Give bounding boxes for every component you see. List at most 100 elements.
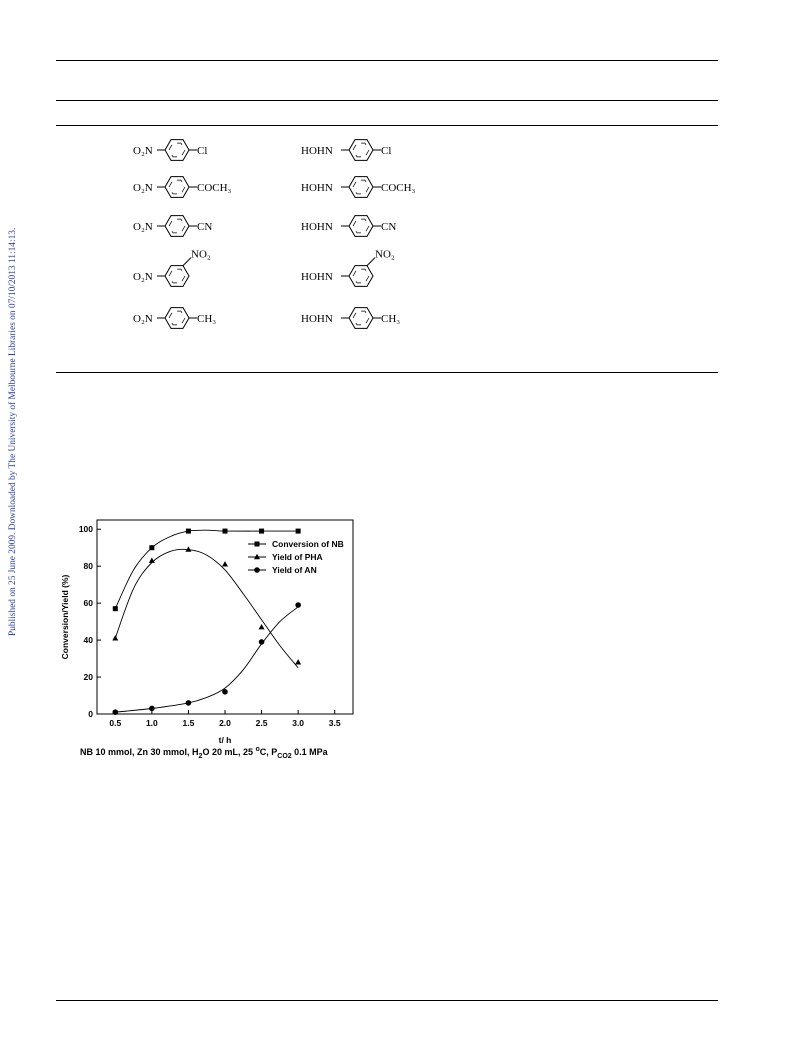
para-substituent-label: CN xyxy=(381,221,396,233)
x-tick-label: 1.0 xyxy=(146,718,158,728)
benzene-ring xyxy=(164,215,190,237)
benzene-ring xyxy=(348,307,374,329)
product-structure: HOHN NO₂ xyxy=(301,249,395,287)
yield-of-pha-point xyxy=(258,623,265,630)
conversion-of-nb-point xyxy=(149,545,155,551)
legend-label: Yield of PHA xyxy=(272,552,323,562)
nitro-group-label: O₂N xyxy=(133,145,153,157)
chart-caption: NB 10 mmol, Zn 30 mmol, H2O 20 mL, 25 oC… xyxy=(80,746,328,760)
legend-marker xyxy=(254,553,260,560)
legend-marker xyxy=(254,567,260,573)
aromatic-bonds xyxy=(168,179,186,195)
yield-of-an-point xyxy=(222,689,228,695)
aromatic-bonds xyxy=(168,310,186,326)
substrate-structure: O₂N CH₃ xyxy=(133,307,216,329)
conversion-of-nb-point xyxy=(222,528,228,534)
bond-line xyxy=(366,257,376,266)
caption-p-sub: CO2 xyxy=(277,752,292,760)
x-tick-label: 0.5 xyxy=(109,718,121,728)
nitro-group-label: O₂N xyxy=(133,221,153,233)
substrate-structure: O₂N Cl xyxy=(133,139,207,161)
para-substituent-label: CN xyxy=(197,221,212,233)
aromatic-bonds xyxy=(352,179,370,195)
aromatic-bonds xyxy=(168,218,186,234)
yield-of-pha-point xyxy=(222,561,228,567)
hydroxylamine-group-label: HOHN xyxy=(301,271,333,283)
hydroxylamine-group-label: HOHN xyxy=(301,145,333,157)
x-tick-label: 3.0 xyxy=(292,718,304,728)
y-axis-label: Conversion/Yield (%) xyxy=(60,574,70,659)
benzene-ring xyxy=(164,265,190,287)
y-tick-label: 60 xyxy=(84,598,94,608)
aromatic-bonds xyxy=(352,268,370,284)
conversion-of-nb-point xyxy=(259,528,265,534)
caption-h2o-sub: 2 xyxy=(198,752,203,760)
caption-mid2: C, P xyxy=(259,747,278,757)
yield-of-an-point xyxy=(258,639,265,645)
meta-substituent-label: NO₂ xyxy=(375,249,395,261)
product-structure: HOHN Cl xyxy=(301,139,391,161)
hydroxylamine-group-label: HOHN xyxy=(301,182,333,194)
chart-svg: 0.5 1.0 1.5 2.0 2.5 3.0 3.5 0 20 40 60 80 100 Conver… xyxy=(60,519,354,745)
benzene-ring xyxy=(164,176,190,198)
para-substituent-label: COCH₃ xyxy=(381,182,416,194)
benzene-ring xyxy=(164,139,190,161)
benzene-ring xyxy=(348,139,374,161)
bond-line xyxy=(182,257,192,266)
meta-substituent-label: NO₂ xyxy=(191,249,211,261)
para-substituent-label: Cl xyxy=(381,145,391,157)
yield-of-an-point xyxy=(295,602,301,608)
yield-of-pha-fit-line xyxy=(114,548,299,669)
x-tick-label: 2.0 xyxy=(219,718,231,728)
para-substituent-label: Cl xyxy=(197,145,207,157)
y-tick-label: 100 xyxy=(79,524,93,534)
product-structure: HOHN COCH₃ xyxy=(301,176,416,198)
hydroxylamine-group-label: HOHN xyxy=(301,313,333,325)
yield-of-pha-point xyxy=(148,557,155,563)
time-course-chart: 0.5 1.0 1.5 2.0 2.5 3.0 3.5 0 20 40 60 80 100 Conver… xyxy=(56,512,366,762)
legend-marker xyxy=(254,541,260,547)
x-tick-label: 1.5 xyxy=(183,718,195,728)
x-axis-label: t/ h xyxy=(219,735,232,745)
caption-degree: o xyxy=(255,746,260,753)
legend-label: Yield of AN xyxy=(272,565,317,575)
footer-rule xyxy=(56,1000,718,1001)
aromatic-bonds xyxy=(352,310,370,326)
x-tick-label: 2.5 xyxy=(256,718,268,728)
caption-suffix: 0.1 MPa xyxy=(291,747,328,757)
table-head-rule xyxy=(56,125,718,126)
top-rule-2 xyxy=(56,100,718,101)
nitro-group-label: O₂N xyxy=(133,182,153,194)
y-tick-label: 0 xyxy=(88,709,93,719)
hydroxylamine-group-label: HOHN xyxy=(301,221,333,233)
para-substituent-label: CH₃ xyxy=(381,313,400,325)
conversion-of-nb-fit-line xyxy=(114,529,299,609)
substrate-structure: O₂N CN xyxy=(133,215,212,237)
yield-of-an-point xyxy=(185,700,192,706)
yield-of-an-point xyxy=(112,709,119,715)
top-rule-1 xyxy=(56,60,718,61)
conversion-of-nb-point xyxy=(295,528,301,534)
conversion-of-nb-point xyxy=(112,606,118,612)
yield-of-pha-point xyxy=(112,635,119,641)
plot-frame xyxy=(96,519,354,715)
yield-of-an-point xyxy=(149,705,155,712)
nitro-group-label: O₂N xyxy=(133,271,153,283)
para-substituent-label: COCH₃ xyxy=(197,182,232,194)
yield-of-pha-point xyxy=(185,546,192,552)
conversion-of-nb-point xyxy=(185,528,191,534)
product-structure: HOHN CN xyxy=(301,215,396,237)
legend-label: Conversion of NB xyxy=(272,539,344,549)
caption-mid: O 20 mL, 25 xyxy=(202,747,256,757)
yield-of-an-fit-line xyxy=(115,606,299,713)
benzene-ring xyxy=(348,215,374,237)
x-tick-label: 3.5 xyxy=(329,718,341,728)
nitro-group-label: O₂N xyxy=(133,313,153,325)
substrate-structure: O₂N NO₂ xyxy=(133,249,211,287)
benzene-ring xyxy=(348,176,374,198)
y-tick-label: 40 xyxy=(84,635,94,645)
yield-of-pha-point xyxy=(295,659,302,665)
aromatic-bonds xyxy=(352,142,370,158)
benzene-ring xyxy=(164,307,190,329)
